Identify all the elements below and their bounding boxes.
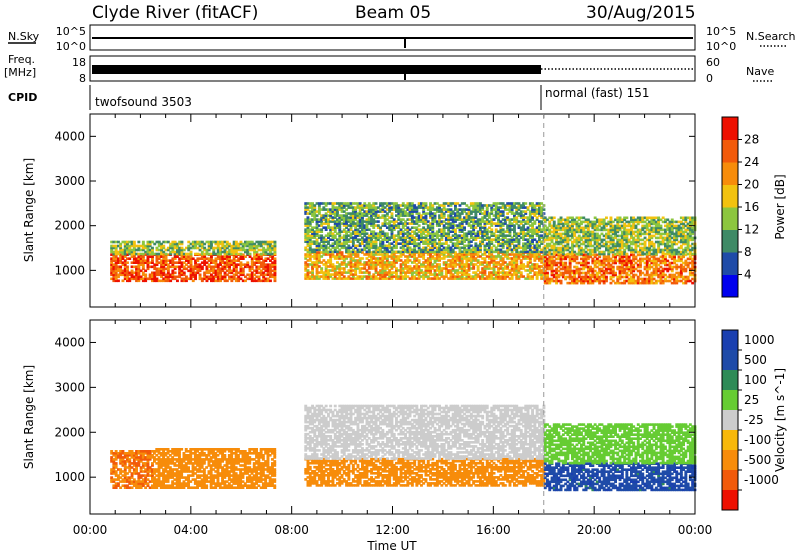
- power-cell: [126, 266, 129, 269]
- power-cell: [274, 257, 277, 260]
- power-cell: [144, 274, 147, 277]
- nsky-tick-top-right: 10^5: [706, 25, 736, 38]
- freq-panel: Freq. [MHz] 18 8 60 0 Nave: [4, 53, 774, 85]
- power-cell: [126, 261, 129, 264]
- nave-tick-bottom: 0: [706, 72, 713, 85]
- power-cell: [357, 253, 360, 256]
- power-cell: [341, 251, 344, 254]
- power-cell: [377, 220, 380, 223]
- power-cell: [490, 228, 493, 231]
- nave-label: Nave: [746, 65, 774, 78]
- cpid-label: CPID: [8, 91, 37, 104]
- freq-tick-bottom: 8: [79, 72, 86, 85]
- power-cell: [196, 253, 199, 256]
- power-cell: [524, 202, 527, 205]
- power-cell: [587, 262, 590, 265]
- nsky-tick-top-left: 10^5: [56, 25, 86, 38]
- station-title: Clyde River (fitACF): [92, 3, 258, 23]
- freq-unit: [MHz]: [4, 66, 36, 79]
- power-cell: [137, 241, 140, 244]
- power-cell: [274, 241, 277, 244]
- power-cell: [142, 241, 145, 244]
- power-cell: [425, 202, 428, 205]
- power-cell: [269, 280, 272, 283]
- freq-tick-top: 18: [72, 56, 86, 69]
- power-cell: [176, 280, 179, 283]
- power-cell: [249, 253, 252, 256]
- date-title: 30/Aug/2015: [586, 3, 696, 23]
- power-cell: [553, 221, 556, 224]
- freq-trace-solid: [92, 65, 541, 74]
- power-cell: [564, 262, 567, 265]
- nsky-panel: N.Sky 10^5 10^0 10^5 10^0 N.Search: [8, 25, 796, 53]
- power-cell: [162, 245, 165, 248]
- power-cell: [386, 232, 389, 235]
- nsky-tick-bottom-right: 10^0: [706, 40, 736, 53]
- power-cell: [133, 241, 136, 244]
- power-cell: [174, 272, 177, 275]
- power-cell: [181, 241, 184, 244]
- power-cell: [391, 212, 394, 215]
- power-cell: [438, 263, 441, 266]
- power-cell: [246, 261, 249, 264]
- cpid-segment-2: normal (fast) 151: [545, 86, 649, 100]
- cpid-panel: CPID twofsound 3503 normal (fast) 151: [8, 85, 649, 110]
- beam-title: Beam 05: [355, 3, 431, 23]
- power-cell: [151, 247, 154, 250]
- power-cell: [199, 274, 202, 277]
- power-cell: [320, 267, 323, 270]
- power-cell: [463, 226, 466, 229]
- power-cell: [605, 276, 608, 279]
- power-cell: [361, 257, 364, 260]
- power-cell: [664, 256, 667, 259]
- power-cell: [165, 253, 168, 256]
- power-cell: [368, 271, 371, 274]
- freq-label: Freq.: [8, 53, 35, 66]
- power-cell: [117, 280, 120, 283]
- power-cell: [190, 251, 193, 254]
- power-cell: [614, 272, 617, 275]
- power-cell: [612, 266, 615, 269]
- power-cell: [520, 271, 523, 274]
- cpid-segment-1: twofsound 3503: [95, 95, 192, 109]
- nave-tick-top: 60: [706, 56, 720, 69]
- power-cell: [375, 202, 378, 205]
- power-cells: [110, 202, 696, 284]
- power-cell: [560, 280, 563, 283]
- nsky-label: N.Sky: [8, 30, 40, 43]
- power-cell: [553, 217, 556, 220]
- nsky-tick-bottom-left: 10^0: [56, 40, 86, 53]
- power-cell: [546, 272, 549, 275]
- power-cell: [183, 272, 186, 275]
- nsearch-label: N.Search: [746, 30, 796, 43]
- power-cell: [240, 253, 243, 256]
- power-cell: [418, 259, 421, 262]
- power-cell: [418, 224, 421, 227]
